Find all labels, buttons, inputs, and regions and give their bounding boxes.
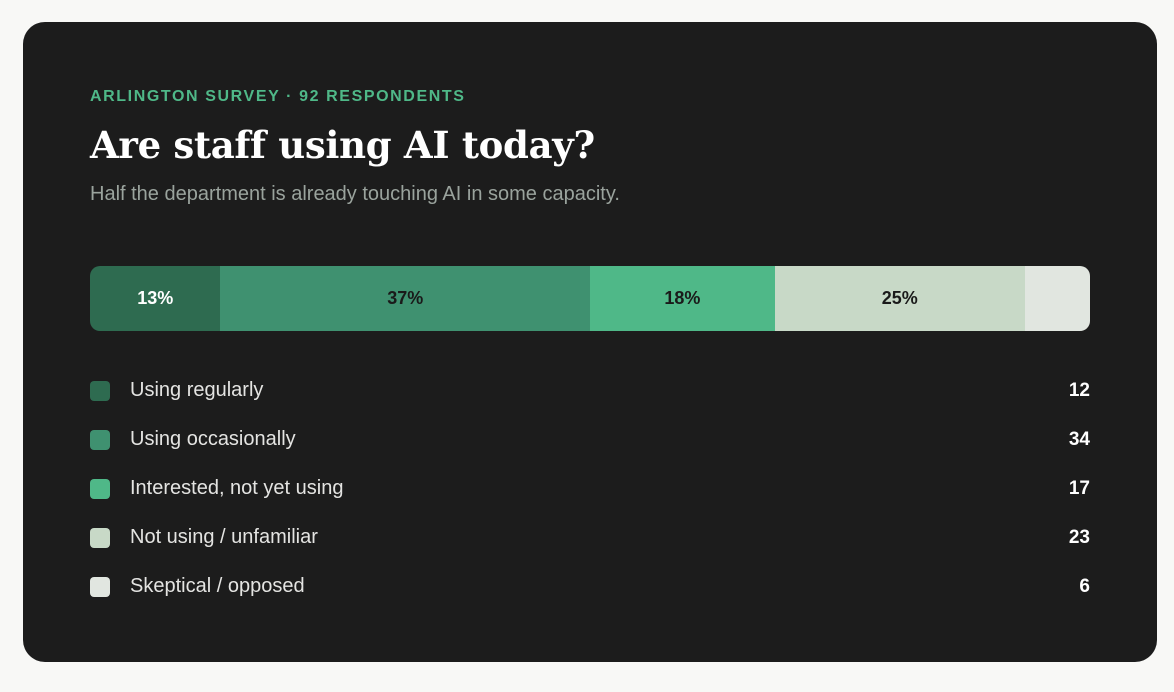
legend-count: 17 [1068,477,1090,499]
chart-card: ARLINGTON SURVEY · 92 RESPONDENTS Are st… [23,22,1157,662]
bar-segment [1024,266,1090,331]
legend-count: 12 [1068,379,1090,401]
legend-label: Not using / unfamiliar [130,526,318,548]
bar-segment: 18% [589,266,775,331]
bar-segment-label: 13% [137,288,174,308]
bar-segment: 37% [220,266,590,331]
bar-segment: 25% [774,266,1025,331]
legend-item: Not using / unfamiliar 23 [90,513,1090,562]
legend-item: Using occasionally 34 [90,415,1090,464]
chart-subtitle: Half the department is already touching … [90,183,620,205]
legend: Using regularly 12 Using occasionally 34 Int… [90,366,1090,611]
survey-eyebrow: ARLINGTON SURVEY · 92 RESPONDENTS [90,88,466,105]
legend-item: Using regularly 12 [90,366,1090,415]
legend-label: Using regularly [130,379,264,401]
bar-segment-label: 37% [387,288,424,308]
legend-swatch [90,380,110,401]
legend-count: 34 [1068,428,1090,450]
legend-label: Using occasionally [130,428,296,450]
legend-swatch [90,478,110,499]
stacked-bar: 13% 37% 18% 25% [90,266,1090,331]
bar-segment-label: 25% [881,288,918,308]
legend-swatch [90,527,110,548]
legend-count: 23 [1068,526,1090,548]
legend-label: Interested, not yet using [130,477,344,499]
chart-title: Are staff using AI today? [90,123,595,167]
legend-swatch [90,576,110,597]
legend-count: 6 [1079,575,1090,597]
legend-item: Interested, not yet using 17 [90,464,1090,513]
bar-segment-label: 18% [664,288,701,308]
legend-item: Skeptical / opposed 6 [90,562,1090,611]
legend-label: Skeptical / opposed [130,575,305,597]
bar-segment: 13% [90,266,221,331]
legend-swatch [90,429,110,450]
